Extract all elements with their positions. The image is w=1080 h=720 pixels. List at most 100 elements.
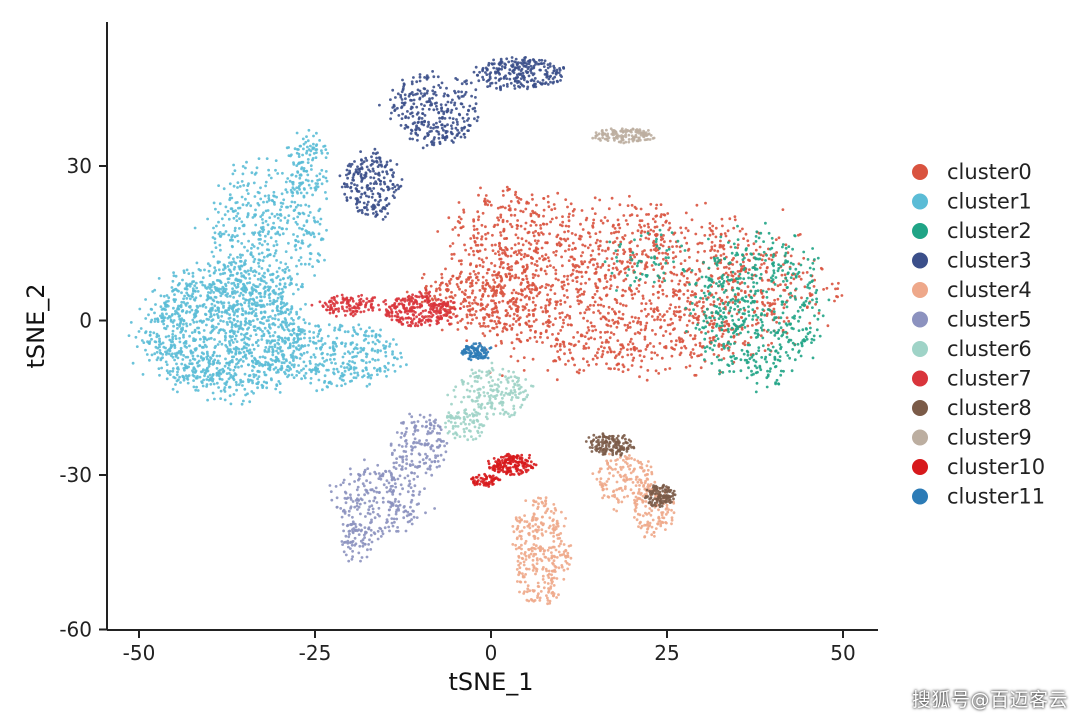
data-point [667, 245, 671, 249]
data-point [564, 249, 567, 253]
data-point [787, 319, 791, 323]
data-point [272, 367, 276, 371]
data-point [173, 358, 177, 362]
data-point [261, 384, 265, 388]
data-point [592, 311, 595, 314]
data-point [609, 324, 613, 328]
data-point [690, 269, 694, 272]
data-point [644, 264, 647, 268]
data-point [529, 243, 533, 246]
data-point [500, 289, 503, 293]
data-point [804, 335, 808, 339]
data-point [319, 339, 323, 343]
data-point [278, 233, 282, 237]
data-point [284, 285, 287, 289]
data-point [512, 347, 516, 350]
data-point [325, 228, 328, 232]
data-point [541, 341, 544, 344]
data-point [184, 304, 188, 307]
data-point [512, 312, 516, 316]
data-point [604, 276, 607, 280]
data-point [772, 329, 776, 333]
data-point [367, 341, 370, 345]
data-point [290, 363, 294, 367]
data-point [619, 343, 622, 347]
data-point [235, 340, 239, 343]
data-point [175, 373, 179, 377]
data-point [778, 355, 782, 358]
data-point [486, 303, 490, 307]
data-point [731, 280, 735, 284]
data-point [194, 388, 198, 392]
data-point [439, 103, 443, 106]
data-point [745, 247, 748, 250]
data-point [416, 138, 419, 142]
data-point [729, 245, 733, 249]
data-point [519, 224, 523, 228]
data-point [723, 315, 727, 319]
data-point [339, 365, 343, 368]
data-point [440, 328, 444, 332]
data-point [656, 315, 660, 319]
data-point [457, 233, 460, 237]
data-point [157, 367, 161, 370]
data-point [460, 82, 464, 86]
data-point [518, 339, 522, 343]
data-point [519, 248, 523, 252]
data-point [415, 105, 419, 109]
data-point [259, 215, 263, 219]
data-point [507, 208, 511, 212]
data-point [525, 201, 528, 205]
data-point [317, 370, 321, 374]
data-point [246, 392, 249, 396]
data-point [578, 234, 582, 238]
data-point [598, 296, 602, 300]
data-point [272, 221, 275, 225]
data-point [270, 339, 274, 342]
data-point [686, 229, 690, 233]
data-point [719, 309, 722, 313]
data-point [452, 312, 455, 316]
data-point [700, 306, 704, 310]
data-point [212, 299, 216, 303]
data-point [231, 309, 235, 313]
data-point [479, 324, 483, 328]
data-point [533, 263, 537, 266]
data-point [663, 279, 667, 282]
data-point [652, 310, 656, 314]
data-point [236, 271, 239, 275]
data-point [219, 368, 222, 372]
data-point [479, 304, 483, 307]
data-point [697, 354, 701, 357]
data-point [441, 281, 444, 285]
data-point [808, 266, 812, 270]
data-point [588, 260, 592, 264]
data-point [205, 378, 209, 381]
data-point [722, 266, 726, 269]
data-point [343, 352, 347, 355]
data-point [497, 319, 500, 323]
data-point [603, 260, 607, 264]
data-point [243, 333, 246, 337]
data-point [605, 323, 609, 327]
data-point [614, 230, 618, 234]
data-point [228, 316, 232, 320]
data-point [277, 380, 281, 383]
data-point [505, 247, 509, 251]
data-point [385, 374, 388, 378]
data-point [682, 292, 686, 296]
data-point [566, 205, 569, 209]
data-point [236, 324, 240, 328]
data-point [524, 207, 528, 211]
data-point [759, 326, 763, 330]
data-point [228, 304, 232, 308]
data-point [692, 316, 696, 319]
data-point [219, 287, 223, 291]
data-point [607, 207, 611, 211]
data-point [169, 319, 173, 323]
data-point [288, 346, 292, 349]
data-point [213, 231, 217, 235]
data-point [227, 351, 231, 355]
data-point [252, 375, 256, 379]
data-point [255, 166, 259, 170]
